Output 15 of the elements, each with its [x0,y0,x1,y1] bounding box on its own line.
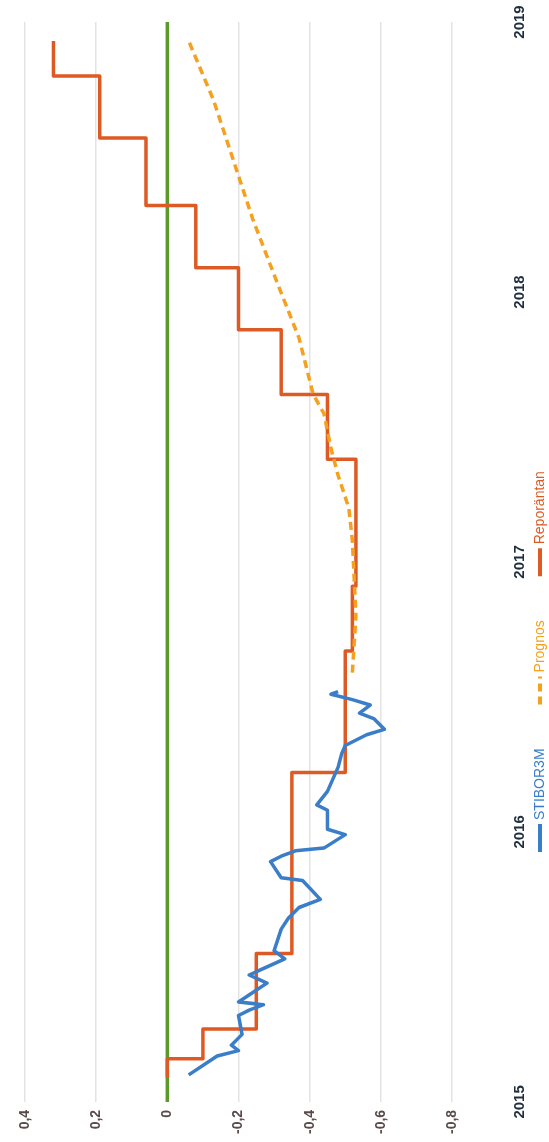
y-tick-label: 2017 [510,545,528,579]
x-tick-label: -0,4 [300,1109,317,1134]
x-tick-label: 0 [158,1109,175,1118]
y-tick-label: 2015 [510,1085,528,1119]
text: Prognos [530,620,547,673]
text: STIBOR3M [530,748,547,820]
text: Reporäntan [530,471,547,545]
y-tick-label: 2019 [510,5,528,39]
y-tick-label: 2016 [510,815,528,849]
x-tick-label: -0,6 [371,1109,388,1134]
x-tick-label: -0,2 [229,1109,246,1134]
y-tick-label: 2018 [510,275,528,309]
x-tick-label: -0,8 [442,1109,459,1134]
x-tick-label: 0,4 [15,1109,32,1130]
x-tick-label: 0,2 [87,1109,104,1130]
